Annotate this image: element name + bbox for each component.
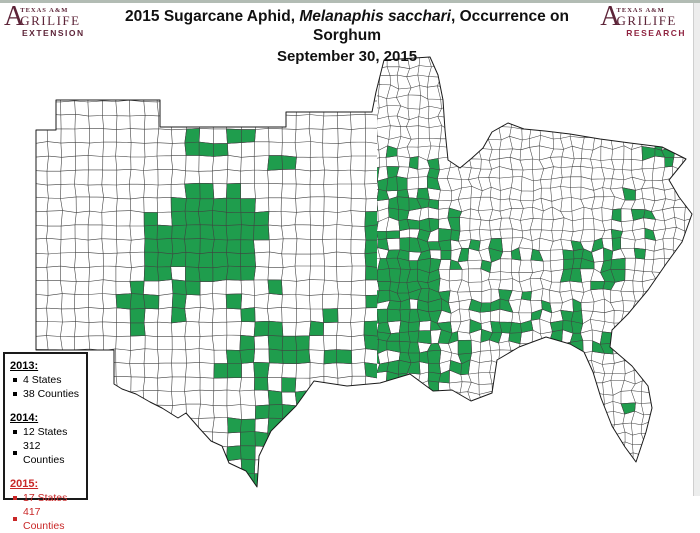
legend-group-2014: 2014: 12 States 312 Counties xyxy=(10,411,83,467)
legend-value: 12 States xyxy=(23,426,68,438)
logo-texas-am-text: TEXAS A&M xyxy=(20,7,69,14)
logo-agrilife-text: GRILIFE xyxy=(616,13,677,28)
list-item: 38 Counties xyxy=(10,387,83,401)
title-prefix: 2015 Sugarcane Aphid, xyxy=(125,8,300,25)
legend-year-label: 2015: xyxy=(10,478,39,490)
bullet-square-icon xyxy=(13,496,17,500)
list-item: 17 States xyxy=(10,491,83,505)
agrilife-research-logo: A TEXAS A&M GRILIFE RESEARCH xyxy=(600,1,686,38)
legend-panel: 2013: 4 States 38 Counties 2014: 12 Stat… xyxy=(3,352,88,532)
eastern-counties-layer xyxy=(377,57,692,487)
legend-group-2015: 2015: 17 States 417 Counties xyxy=(10,477,83,533)
list-item: 12 States xyxy=(10,425,83,439)
legend-value: 312 Counties xyxy=(23,440,65,466)
legend-value: 38 Counties xyxy=(23,388,80,400)
agrilife-logo-a-glyph: A xyxy=(600,1,621,32)
list-item: 312 Counties xyxy=(10,439,83,467)
legend-year-label: 2013: xyxy=(10,360,39,372)
agrilife-extension-logo: A TEXAS A&M GRILIFE EXTENSION xyxy=(4,1,85,38)
list-item: 417 Counties xyxy=(10,505,83,533)
logo-texas-am-text: TEXAS A&M xyxy=(616,7,665,14)
bullet-square-icon xyxy=(13,451,17,455)
list-item: 4 States xyxy=(10,373,83,387)
bullet-square-icon xyxy=(13,517,17,521)
bullet-square-icon xyxy=(13,378,17,382)
title-suffix: , Occurrence on Sorghum xyxy=(312,8,569,44)
species-name: Melanaphis sacchari xyxy=(299,8,451,25)
page-title: 2015 Sugarcane Aphid, Melanaphis sacchar… xyxy=(105,7,589,66)
legend-value: 17 States xyxy=(23,492,68,504)
header: A TEXAS A&M GRILIFE EXTENSION 2015 Sugar… xyxy=(0,1,694,66)
agrilife-logo-a-glyph: A xyxy=(4,1,25,32)
bullet-square-icon xyxy=(13,430,17,434)
logo-agrilife-text: GRILIFE xyxy=(20,13,81,28)
legend-year-label: 2014: xyxy=(10,412,39,424)
bullet-square-icon xyxy=(13,392,17,396)
page-right-gutter xyxy=(693,0,700,496)
map-title: 2015 Sugarcane Aphid, Melanaphis sacchar… xyxy=(105,7,589,45)
logo-extension-text: EXTENSION xyxy=(22,28,85,38)
logo-research-text: RESEARCH xyxy=(626,28,686,38)
legend-value: 4 States xyxy=(23,374,62,386)
legend-value: 417 Counties xyxy=(23,506,65,532)
county-occurrence-map xyxy=(35,56,693,488)
legend-group-2013: 2013: 4 States 38 Counties xyxy=(10,359,83,401)
map-outline xyxy=(35,56,693,488)
page-top-edge xyxy=(0,0,700,3)
map-date: September 30, 2015 xyxy=(276,48,418,65)
